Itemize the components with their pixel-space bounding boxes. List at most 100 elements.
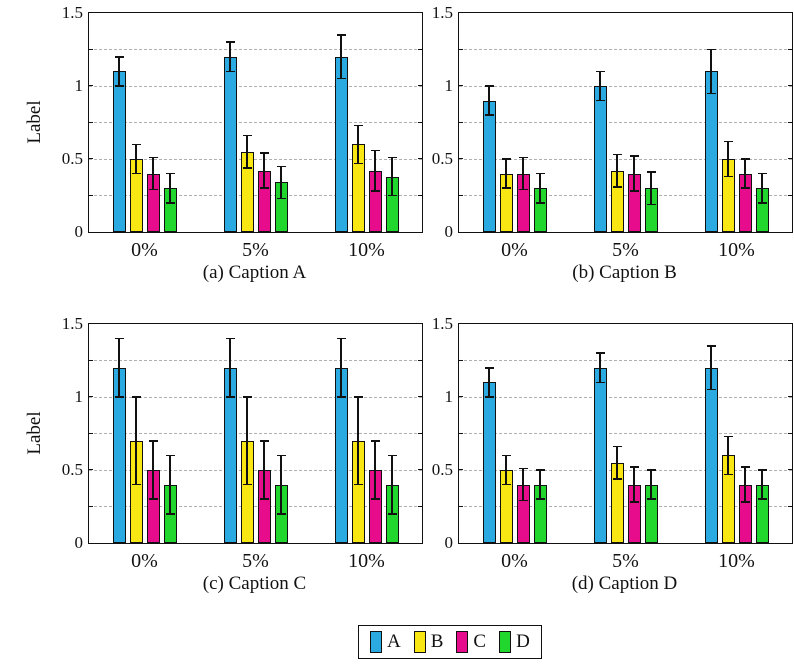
error-bar-cap — [518, 156, 528, 159]
error-bar — [246, 397, 248, 485]
y-axis-tick — [788, 121, 792, 123]
error-bar-cap — [148, 440, 158, 442]
error-bar-cap — [276, 513, 286, 515]
y-axis-tick — [459, 48, 463, 50]
y-axis-tick — [89, 121, 93, 123]
y-axis-tick — [418, 505, 422, 507]
error-bar — [357, 397, 359, 485]
error-bar-cap — [595, 70, 605, 73]
error-bar — [727, 436, 729, 475]
error-bar-cap — [114, 337, 124, 340]
gridline — [89, 85, 422, 87]
gridline — [459, 506, 792, 507]
y-axis-tick — [418, 359, 422, 361]
y-axis-tick — [788, 396, 792, 397]
legend-swatch-a — [370, 631, 382, 653]
plot-area-c: 0 0.5 1 1.5 0% 5% 10% — [62, 315, 423, 572]
error-bar-cap — [629, 155, 639, 157]
subplot-b: 0 0.5 1 1.5 0% 5% 10% (b) Caption B — [432, 4, 793, 283]
error-bar — [280, 166, 282, 199]
error-bar-cap — [165, 513, 175, 515]
gridline — [89, 122, 422, 123]
error-bar-cap — [225, 70, 235, 73]
y-axis-tick — [788, 158, 792, 159]
error-bar-cap — [501, 158, 511, 160]
error-bar-cap — [535, 498, 545, 500]
y-axis-tick — [418, 158, 422, 159]
error-bar-cap — [629, 501, 639, 503]
y-axis-tick — [89, 85, 93, 86]
error-bar — [135, 144, 137, 174]
error-bar-cap — [370, 498, 380, 500]
error-bar — [539, 470, 541, 500]
error-bar-cap — [148, 188, 158, 191]
error-bar-cap — [353, 162, 363, 165]
legend-item-c: C — [456, 631, 486, 653]
legend-label: B — [430, 631, 444, 652]
error-bar-cap — [740, 187, 750, 189]
error-bar-cap — [723, 140, 733, 143]
error-bar — [744, 467, 746, 503]
error-bar-cap — [646, 171, 656, 173]
error-bar — [650, 172, 652, 205]
error-bar-cap — [501, 483, 511, 486]
error-bar-cap — [535, 469, 545, 471]
error-bar — [280, 455, 282, 514]
error-bar-cap — [484, 114, 494, 116]
subplot-a: Label 0 0.5 1 1.5 0% 5% 10% (a) Caption A — [24, 4, 423, 283]
error-bar — [118, 338, 120, 397]
error-bar — [135, 397, 137, 485]
error-bar — [599, 353, 601, 383]
error-bar-cap — [131, 483, 141, 486]
y-axis-tick — [89, 359, 93, 361]
subplot-caption-d: (d) Caption D — [571, 573, 678, 594]
error-bar-cap — [484, 367, 494, 369]
y-tick-label: 1 — [444, 387, 454, 406]
error-bar — [263, 440, 265, 500]
y-axis-tick — [89, 158, 93, 159]
subplot-caption-c: (c) Caption C — [202, 573, 307, 594]
error-bar — [616, 446, 618, 479]
error-bar — [650, 470, 652, 500]
error-bar-cap — [535, 202, 545, 204]
error-bar-cap — [484, 396, 494, 398]
error-bar-cap — [131, 172, 141, 175]
y-axis-tick — [418, 432, 422, 434]
y-axis-title: Label — [24, 99, 45, 144]
gridline — [459, 195, 792, 196]
error-bar — [633, 156, 635, 192]
legend-swatch-c — [456, 631, 469, 653]
error-bar — [505, 159, 507, 189]
gridline — [459, 469, 792, 471]
error-bar — [761, 173, 763, 203]
legend-item-b: B — [413, 631, 444, 653]
error-bar-cap — [757, 172, 767, 175]
error-bar-cap — [595, 381, 605, 384]
error-bar-cap — [501, 187, 511, 189]
error-bar-cap — [225, 41, 235, 43]
error-bar-cap — [165, 172, 175, 175]
error-bar-cap — [387, 194, 397, 197]
y-axis-tick — [459, 396, 463, 397]
y-tick-label: 1 — [74, 76, 84, 95]
y-axis-tick — [459, 194, 463, 196]
y-tick-label: 0.5 — [431, 149, 453, 168]
plot-area-a: 0 0.5 1 1.5 0% 5% 10% — [62, 4, 423, 261]
gridline — [89, 433, 422, 434]
error-bar-cap — [706, 92, 716, 95]
error-bar-cap — [131, 143, 141, 146]
y-axis-tick — [788, 48, 792, 50]
error-bar-cap — [646, 498, 656, 500]
gridline — [89, 506, 422, 507]
error-bar-cap — [114, 56, 124, 58]
legend-item-a: A — [370, 631, 401, 653]
error-bar-cap — [148, 156, 158, 159]
error-bar-cap — [595, 352, 605, 354]
error-bar-cap — [387, 156, 397, 159]
gridline — [459, 122, 792, 123]
y-axis-tick — [418, 396, 422, 397]
gridline — [89, 469, 422, 471]
error-bar-cap — [629, 190, 639, 192]
x-tick-label: 5% — [612, 239, 639, 261]
error-bar-cap — [612, 153, 622, 156]
